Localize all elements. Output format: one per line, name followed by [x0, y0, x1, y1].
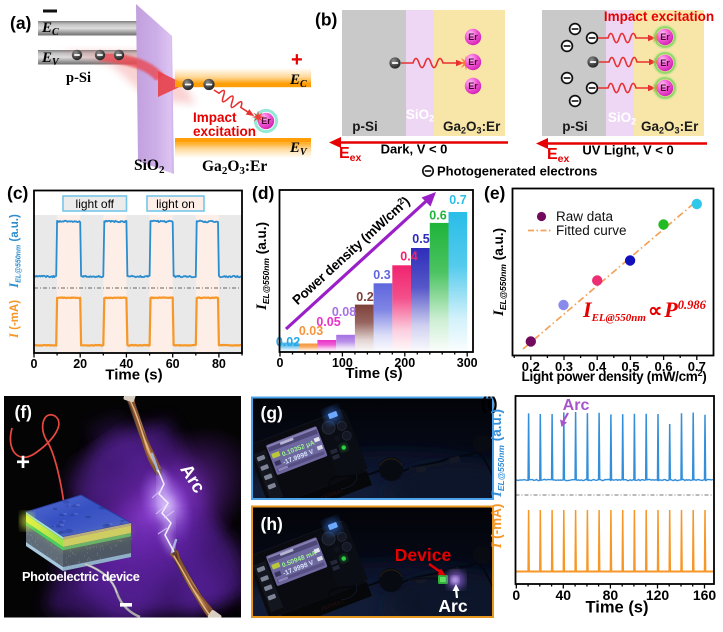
svg-text:0.03: 0.03 [299, 324, 323, 338]
svg-text:160: 160 [693, 587, 717, 603]
svg-text:p-Si: p-Si [352, 119, 378, 134]
svg-text:120: 120 [646, 587, 670, 603]
svg-text:+: + [291, 49, 303, 71]
svg-text:Er: Er [660, 83, 670, 93]
svg-text:excitation: excitation [193, 124, 256, 139]
svg-text:Photogenerated electrons: Photogenerated electrons [437, 164, 597, 179]
svg-text:Photoelectric device: Photoelectric device [22, 569, 140, 584]
svg-text:Arc: Arc [563, 397, 590, 414]
svg-text:Ga2O3:Er: Ga2O3:Er [443, 119, 501, 136]
svg-text:IEL@550nm (a.u.): IEL@550nm (a.u.) [6, 214, 23, 289]
svg-text:0.05: 0.05 [316, 315, 340, 329]
svg-text:IEL@550nm (a.u.): IEL@550nm (a.u.) [491, 228, 508, 317]
svg-text:100: 100 [332, 356, 353, 370]
svg-text:200: 200 [394, 356, 415, 370]
svg-text:80: 80 [212, 357, 226, 371]
svg-text:0: 0 [31, 357, 38, 371]
svg-text:0.4: 0.4 [588, 359, 607, 374]
svg-text:Impact excitation: Impact excitation [604, 9, 714, 24]
svg-text:Impact: Impact [193, 110, 237, 125]
svg-text:0: 0 [277, 356, 284, 370]
svg-text:(e): (e) [484, 183, 505, 203]
svg-text:0.4: 0.4 [400, 250, 417, 264]
svg-text:Fitted curve: Fitted curve [556, 223, 627, 238]
svg-text:IEL@550nm (a.u.): IEL@550nm (a.u.) [489, 409, 506, 498]
svg-text:Arc: Arc [438, 596, 467, 616]
svg-text:Dark, V < 0: Dark, V < 0 [381, 142, 448, 157]
svg-text:300: 300 [457, 356, 478, 370]
svg-text:40: 40 [556, 587, 572, 603]
svg-text:60: 60 [166, 357, 180, 371]
svg-text:Ga2O3:Er: Ga2O3:Er [202, 158, 267, 177]
svg-text:(d): (d) [252, 183, 274, 203]
svg-text:(b): (b) [315, 10, 337, 30]
svg-text:p-Si: p-Si [66, 70, 91, 86]
svg-text:0.7: 0.7 [688, 359, 706, 374]
svg-text:0.08: 0.08 [332, 305, 356, 319]
svg-text:+: + [16, 449, 30, 476]
svg-text:Er: Er [468, 57, 478, 67]
svg-text:(a): (a) [10, 13, 31, 33]
svg-text:Er: Er [261, 116, 271, 126]
svg-text:light off: light off [76, 197, 115, 211]
svg-text:40: 40 [119, 357, 133, 371]
svg-text:(h): (h) [261, 514, 283, 534]
svg-text:Ga2O3:Er: Ga2O3:Er [641, 119, 699, 136]
svg-text:(g): (g) [261, 403, 283, 423]
svg-text:Light power density (mW/cm2): Light power density (mW/cm2) [522, 368, 707, 384]
svg-text:20: 20 [73, 357, 87, 371]
svg-text:Er: Er [468, 81, 478, 91]
svg-text:80: 80 [603, 587, 619, 603]
svg-text:0.2: 0.2 [356, 290, 373, 304]
svg-text:SiO2: SiO2 [134, 157, 165, 176]
svg-text:(c): (c) [7, 183, 28, 203]
svg-text:0.2: 0.2 [522, 359, 540, 374]
svg-text:Time (s): Time (s) [586, 599, 649, 617]
svg-text:0.02: 0.02 [276, 335, 300, 349]
svg-text:Time (s): Time (s) [105, 367, 162, 384]
svg-text:0.5: 0.5 [621, 359, 639, 374]
svg-text:0.5: 0.5 [412, 232, 429, 246]
svg-text:0.6: 0.6 [655, 359, 673, 374]
svg-text:(f): (f) [15, 402, 32, 422]
svg-text:0: 0 [512, 587, 520, 603]
svg-text:Er: Er [660, 58, 670, 68]
svg-text:0.3: 0.3 [555, 359, 573, 374]
svg-text:(i): (i) [481, 394, 498, 414]
svg-text:Er: Er [660, 32, 670, 42]
svg-text:KEITHLEY: KEITHLEY [321, 487, 346, 502]
svg-text:Device: Device [395, 545, 452, 565]
svg-text:SiO2: SiO2 [406, 107, 434, 124]
svg-text:Er: Er [468, 32, 478, 42]
svg-text:p-Si: p-Si [562, 119, 588, 134]
svg-text:SiO2: SiO2 [608, 110, 636, 127]
svg-text:I (-mA): I (-mA) [6, 300, 21, 339]
svg-text:I (-mA): I (-mA) [489, 504, 505, 550]
svg-text:UV Light, V < 0: UV Light, V < 0 [582, 143, 673, 158]
svg-text:0.6: 0.6 [429, 209, 446, 223]
svg-text:Time (s): Time (s) [345, 365, 402, 382]
svg-text:0.3: 0.3 [373, 268, 390, 282]
svg-text:IEL@550nm (a.u.): IEL@550nm (a.u.) [254, 222, 271, 311]
svg-text:Raw data: Raw data [556, 209, 614, 224]
svg-text:0.7: 0.7 [449, 193, 466, 207]
svg-text:light on: light on [156, 197, 195, 211]
